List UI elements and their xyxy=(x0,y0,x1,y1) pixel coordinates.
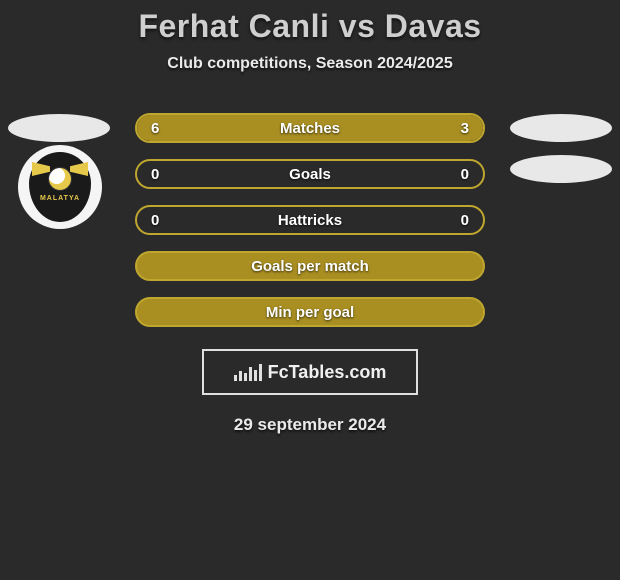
stats-section: 6Matches3MALATYA0Goals00Hattricks0Goals … xyxy=(0,105,620,335)
stat-row-wrap: Goals per match xyxy=(0,243,620,289)
stat-label: Goals xyxy=(197,166,423,183)
stat-row: 0Hattricks0 xyxy=(135,205,485,235)
stat-value-right: 3 xyxy=(423,120,483,137)
player-oval-right-2 xyxy=(510,155,612,183)
stat-row: 6Matches3 xyxy=(135,113,485,143)
stat-value-left: 0 xyxy=(137,212,197,229)
player-oval-left xyxy=(8,114,110,142)
stat-value-left: 6 xyxy=(137,120,197,137)
stat-row: 0Goals0 xyxy=(135,159,485,189)
player-oval-right xyxy=(510,114,612,142)
stat-label: Hattricks xyxy=(197,212,423,229)
date-label: 29 september 2024 xyxy=(0,415,620,435)
stat-value-left: 0 xyxy=(137,166,197,183)
stat-label: Matches xyxy=(197,120,423,137)
stat-row-wrap: 6Matches3 xyxy=(0,105,620,151)
subtitle: Club competitions, Season 2024/2025 xyxy=(0,55,620,73)
comparison-card: Ferhat Canli vs Davas Club competitions,… xyxy=(0,0,620,435)
stat-row-wrap: Min per goal xyxy=(0,289,620,335)
stat-row-single: Goals per match xyxy=(135,251,485,281)
stat-value-right: 0 xyxy=(423,212,483,229)
chart-icon xyxy=(234,363,262,381)
stat-row-single: Min per goal xyxy=(135,297,485,327)
stat-row-wrap: MALATYA0Goals0 xyxy=(0,151,620,197)
stat-row-wrap: 0Hattricks0 xyxy=(0,197,620,243)
page-title: Ferhat Canli vs Davas xyxy=(0,8,620,45)
branding-box[interactable]: FcTables.com xyxy=(202,349,418,395)
branding-text: FcTables.com xyxy=(268,362,387,383)
stat-value-right: 0 xyxy=(423,166,483,183)
